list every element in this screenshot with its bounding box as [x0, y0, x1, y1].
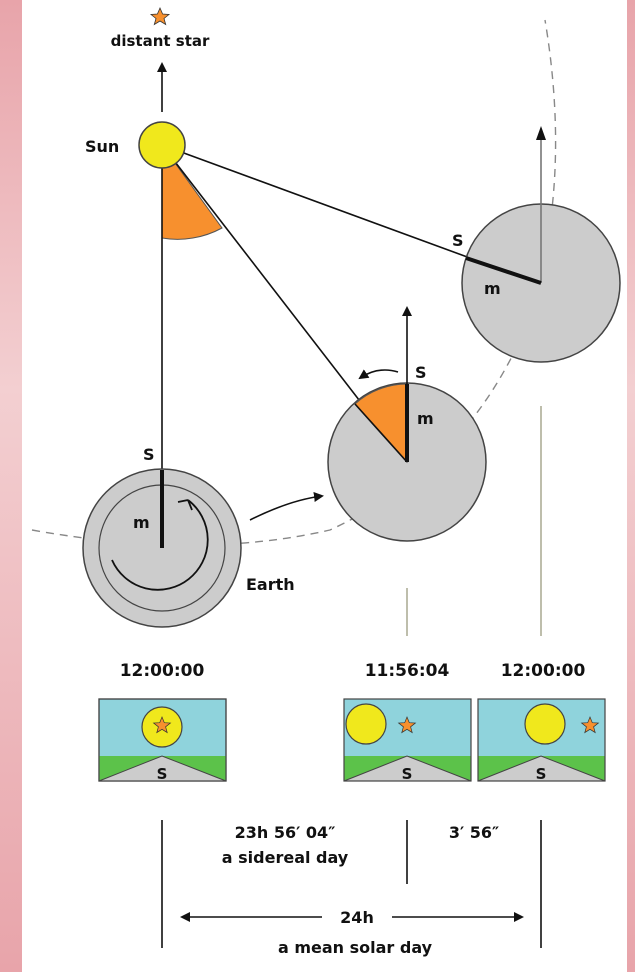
s-label-panel-2: S: [402, 765, 413, 783]
orbit-motion-arrow: [249, 492, 324, 521]
earth-label: Earth: [246, 575, 295, 594]
m-label-3: m: [484, 279, 501, 298]
sky-panel-3: [477, 698, 606, 782]
s-label-1: S: [143, 445, 155, 464]
rotation-arrow-2: [358, 369, 399, 380]
sun-icon: [138, 121, 186, 169]
sky-panel-1: [98, 698, 227, 782]
time-label-3: 12:00:00: [501, 661, 586, 681]
solar-day-text: a mean solar day: [278, 938, 433, 957]
sidereal-day-value: 23h 56′ 04″: [235, 823, 336, 842]
left-border: [0, 0, 22, 972]
sun-label: Sun: [85, 137, 119, 156]
sidereal-day-text: a sidereal day: [222, 848, 349, 867]
star-icon: [149, 6, 171, 26]
s-label-3: S: [452, 231, 464, 250]
difference-value: 3′ 56″: [449, 823, 499, 842]
s-label-panel-1: S: [157, 765, 168, 783]
right-border: [627, 0, 635, 972]
distant-star-label: distant star: [111, 32, 210, 50]
m-label-2: m: [417, 409, 434, 428]
sun-line-earth-3: [161, 144, 471, 259]
s-label-panel-3: S: [536, 765, 547, 783]
time-label-1: 12:00:00: [120, 661, 205, 681]
earth-position-1: [82, 468, 242, 628]
solar-day-value: 24h: [340, 908, 374, 927]
m-label-1: m: [133, 513, 150, 532]
earth-position-2: [327, 306, 487, 542]
time-label-2: 11:56:04: [365, 661, 450, 681]
s-label-2: S: [415, 363, 427, 382]
earth-position-3: [461, 126, 621, 363]
sky-panel-2: [343, 698, 472, 782]
